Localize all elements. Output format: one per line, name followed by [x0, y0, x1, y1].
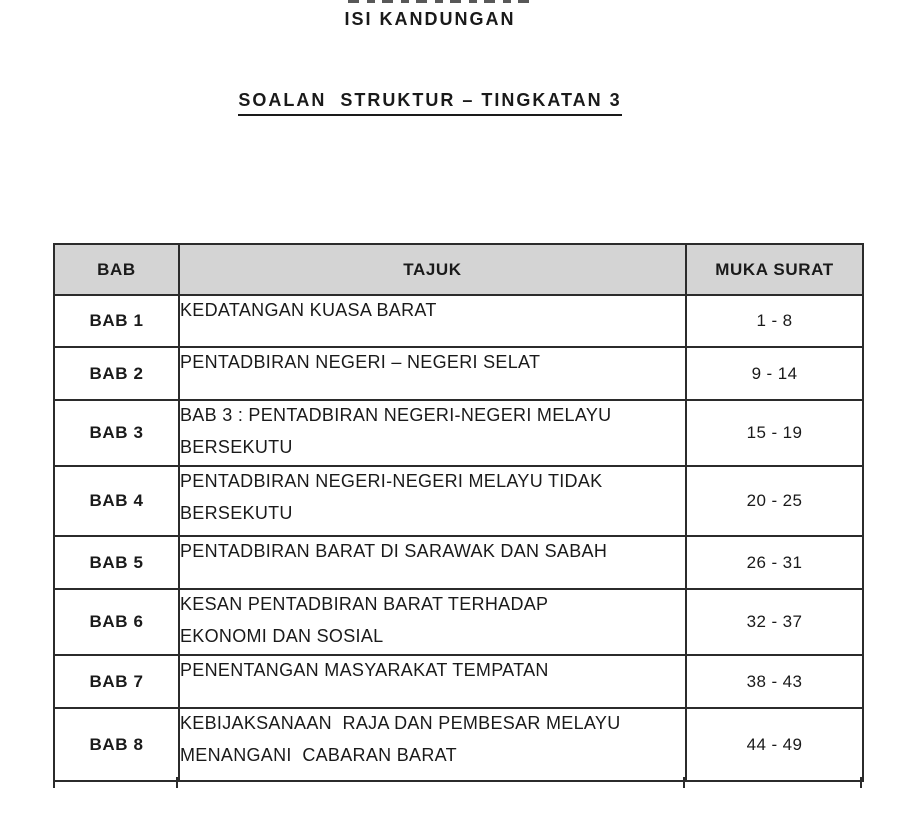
muka-surat-cell: 15 - 19 [685, 399, 864, 467]
table-header-row: BAB TAJUK MUKA SURAT [53, 243, 864, 296]
tajuk-cell: KESAN PENTADBIRAN BARAT TERHADAP EKONOMI… [178, 588, 687, 656]
table-row-bab-4: BAB 4 PENTADBIRAN NEGERI-NEGERI MELAYU T… [53, 465, 864, 537]
tajuk-text: KEBIJAKSANAAN RAJA DAN PEMBESAR MELAYU M… [180, 713, 621, 765]
muka-surat-cell: 20 - 25 [685, 465, 864, 537]
muka-surat-cell: 32 - 37 [685, 588, 864, 656]
tajuk-text: PENTADBIRAN NEGERI-NEGERI MELAYU TIDAK B… [180, 471, 603, 523]
toc-table: BAB TAJUK MUKA SURAT BAB 1 KEDATANGAN KU… [53, 243, 864, 782]
bab-cell: BAB 8 [53, 707, 180, 782]
cropped-next-row-border [683, 777, 685, 788]
bab-cell: BAB 2 [53, 346, 180, 401]
tajuk-text: PENENTANGAN MASYARAKAT TEMPATAN [180, 660, 549, 680]
tajuk-cell: KEDATANGAN KUASA BARAT [178, 294, 687, 348]
bab-cell: BAB 4 [53, 465, 180, 537]
page-title: ISI KANDUNGAN [344, 9, 516, 29]
table-row-bab-3: BAB 3 BAB 3 : PENTADBIRAN NEGERI-NEGERI … [53, 399, 864, 467]
tajuk-text: KEDATANGAN KUASA BARAT [180, 300, 437, 320]
muka-surat-cell: 38 - 43 [685, 654, 864, 709]
page-subtitle-row: SOALAN STRUKTUR – TINGKATAN 3 [0, 90, 860, 116]
tajuk-cell: PENTADBIRAN BARAT DI SARAWAK DAN SABAH [178, 535, 687, 590]
page-subtitle: SOALAN STRUKTUR – TINGKATAN 3 [238, 90, 622, 116]
cropped-next-row-border [860, 777, 862, 788]
cropped-text-artifact [348, 0, 530, 3]
bab-cell: BAB 3 [53, 399, 180, 467]
muka-surat-cell: 9 - 14 [685, 346, 864, 401]
table-row-bab-6: BAB 6 KESAN PENTADBIRAN BARAT TERHADAP E… [53, 588, 864, 656]
cropped-next-row-border [53, 777, 55, 788]
table-row-bab-5: BAB 5 PENTADBIRAN BARAT DI SARAWAK DAN S… [53, 535, 864, 590]
tajuk-cell: BAB 3 : PENTADBIRAN NEGERI-NEGERI MELAYU… [178, 399, 687, 467]
tajuk-cell: KEBIJAKSANAAN RAJA DAN PEMBESAR MELAYU M… [178, 707, 687, 782]
tajuk-cell: PENTADBIRAN NEGERI-NEGERI MELAYU TIDAK B… [178, 465, 687, 537]
tajuk-cell: PENTADBIRAN NEGERI – NEGERI SELAT [178, 346, 687, 401]
table-row-bab-2: BAB 2 PENTADBIRAN NEGERI – NEGERI SELAT … [53, 346, 864, 401]
muka-surat-cell: 44 - 49 [685, 707, 864, 782]
bab-cell: BAB 5 [53, 535, 180, 590]
bab-cell: BAB 6 [53, 588, 180, 656]
tajuk-text: PENTADBIRAN NEGERI – NEGERI SELAT [180, 352, 541, 372]
tajuk-text: PENTADBIRAN BARAT DI SARAWAK DAN SABAH [180, 541, 608, 561]
col-header-tajuk: TAJUK [178, 243, 687, 296]
tajuk-text: KESAN PENTADBIRAN BARAT TERHADAP EKONOMI… [180, 594, 549, 646]
cropped-next-row-border [176, 777, 178, 788]
bab-cell: BAB 1 [53, 294, 180, 348]
bab-cell: BAB 7 [53, 654, 180, 709]
muka-surat-cell: 26 - 31 [685, 535, 864, 590]
tajuk-text: BAB 3 : PENTADBIRAN NEGERI-NEGERI MELAYU… [180, 405, 612, 457]
muka-surat-cell: 1 - 8 [685, 294, 864, 348]
table-row-bab-1: BAB 1 KEDATANGAN KUASA BARAT 1 - 8 [53, 294, 864, 348]
col-header-muka-surat: MUKA SURAT [685, 243, 864, 296]
table-row-bab-8: BAB 8 KEBIJAKSANAAN RAJA DAN PEMBESAR ME… [53, 707, 864, 782]
table-row-bab-7: BAB 7 PENENTANGAN MASYARAKAT TEMPATAN 38… [53, 654, 864, 709]
col-header-bab: BAB [53, 243, 180, 296]
tajuk-cell: PENENTANGAN MASYARAKAT TEMPATAN [178, 654, 687, 709]
